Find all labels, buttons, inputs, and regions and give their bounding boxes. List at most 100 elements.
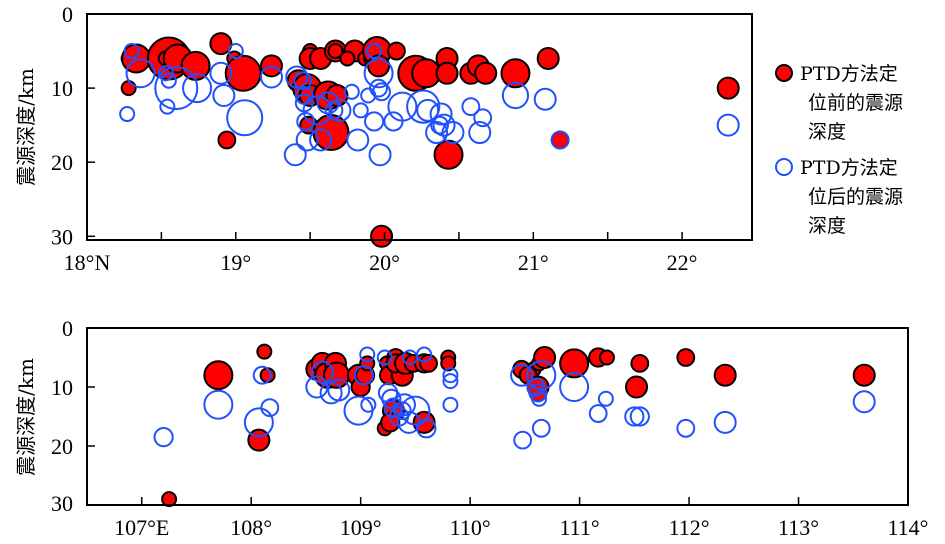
y-tick-label: 10 bbox=[51, 375, 73, 400]
y-tick-label: 20 bbox=[51, 434, 73, 459]
point-after-29 bbox=[366, 43, 383, 60]
point-after-18 bbox=[392, 393, 416, 417]
point-after-34 bbox=[513, 430, 533, 450]
legend-label-line: 深度 bbox=[808, 121, 846, 143]
plot-frame bbox=[86, 13, 753, 241]
point-before-0 bbox=[161, 491, 178, 508]
x-tick-label: 19° bbox=[220, 250, 251, 275]
x-tick-label: 109° bbox=[340, 515, 382, 540]
point-after-37 bbox=[406, 89, 441, 124]
point-before-32 bbox=[533, 346, 557, 369]
point-after-43 bbox=[432, 113, 456, 137]
point-after-15 bbox=[381, 388, 402, 409]
x-tick-label: 111° bbox=[560, 515, 600, 540]
point-after-44 bbox=[461, 97, 481, 117]
point-after-32 bbox=[531, 390, 548, 407]
point-after-4 bbox=[243, 407, 274, 438]
point-after-11 bbox=[360, 396, 377, 413]
point-after-47 bbox=[501, 81, 530, 110]
x-tick-label: 108° bbox=[230, 515, 272, 540]
x-tick-label: 110° bbox=[450, 515, 491, 540]
point-before-4 bbox=[247, 428, 271, 452]
legend-label-line: PTD方法定 bbox=[800, 157, 898, 179]
x-tick-label: 112° bbox=[669, 515, 710, 540]
points-layer bbox=[153, 343, 876, 508]
point-after-33 bbox=[364, 111, 385, 132]
point-after-31 bbox=[528, 383, 548, 403]
point-after-24 bbox=[283, 143, 307, 167]
x-tick-label: 114° bbox=[888, 515, 929, 540]
panel-longitude: 107°E 108° 109° 110° 111° 112° 113° 114° 0 10 20 30… bbox=[14, 316, 928, 540]
legend-label-line: 深度 bbox=[808, 215, 846, 237]
y-axis-title-text: 震源深度/km bbox=[14, 68, 38, 186]
point-after-27 bbox=[442, 396, 459, 413]
y-tick-label: 0 bbox=[62, 2, 73, 27]
point-before-39 bbox=[630, 354, 650, 373]
legend-item-after: PTD方法定 位后的震源 深度 bbox=[775, 157, 903, 237]
point-after-12 bbox=[259, 65, 283, 89]
point-after-41 bbox=[425, 121, 449, 145]
point-after-14 bbox=[293, 71, 313, 91]
point-after-28 bbox=[346, 128, 370, 152]
point-after-25 bbox=[343, 83, 360, 100]
point-after-38 bbox=[624, 406, 645, 427]
point-before-1 bbox=[203, 360, 234, 391]
point-after-6 bbox=[310, 360, 334, 384]
point-after-17 bbox=[302, 95, 333, 126]
y-axis-title-text: 震源深度/km bbox=[14, 358, 38, 476]
point-after-35 bbox=[559, 372, 590, 402]
point-after-29 bbox=[526, 360, 557, 391]
point-before-43 bbox=[217, 130, 237, 150]
point-after-40 bbox=[676, 418, 696, 438]
point-before-22 bbox=[327, 43, 344, 60]
point-before-35 bbox=[435, 61, 459, 85]
x-tick-label: 18°N bbox=[64, 250, 111, 275]
tick-layer: 18°N 19° 20° 21° 22° 0 10 20 30 bbox=[51, 2, 697, 275]
point-after-10 bbox=[212, 84, 236, 108]
legend-marker-before bbox=[775, 64, 793, 82]
point-before-2 bbox=[120, 80, 137, 97]
point-before-42 bbox=[713, 363, 737, 387]
y-tick-label: 20 bbox=[51, 150, 73, 175]
point-after-33 bbox=[531, 418, 551, 438]
point-after-13 bbox=[376, 349, 393, 366]
point-after-8 bbox=[209, 61, 233, 85]
point-before-30 bbox=[387, 41, 406, 61]
point-before-38 bbox=[474, 61, 498, 85]
point-after-35 bbox=[368, 143, 392, 167]
point-after-0 bbox=[123, 43, 140, 60]
y-axis-title: 震源深度/km bbox=[14, 68, 38, 186]
point-after-45 bbox=[473, 108, 493, 128]
point-before-44 bbox=[716, 76, 740, 100]
point-after-27 bbox=[352, 102, 369, 119]
tick-layer: 107°E 108° 109° 110° 111° 112° 113° 114° 0 10 20 30 bbox=[51, 316, 928, 540]
point-after-9 bbox=[343, 395, 374, 426]
point-after-3 bbox=[157, 65, 174, 82]
point-after-42 bbox=[852, 390, 876, 414]
point-before-3 bbox=[259, 367, 276, 384]
point-before-41 bbox=[676, 348, 696, 367]
legend-label-line: 位后的震源 bbox=[808, 186, 903, 208]
point-after-8 bbox=[327, 378, 351, 402]
point-after-20 bbox=[392, 401, 412, 421]
x-tick-label: 22° bbox=[667, 250, 698, 275]
x-tick-label: 107°E bbox=[114, 515, 169, 540]
point-before-7 bbox=[209, 32, 233, 56]
point-after-22 bbox=[416, 418, 437, 439]
plot-frame bbox=[86, 327, 909, 506]
point-after-24 bbox=[416, 346, 433, 363]
point-after-9 bbox=[227, 43, 244, 60]
point-after-37 bbox=[597, 390, 614, 407]
y-tick-label: 0 bbox=[62, 316, 73, 341]
y-tick-label: 10 bbox=[51, 76, 73, 101]
point-after-23 bbox=[309, 128, 333, 152]
point-after-32 bbox=[372, 82, 391, 102]
point-before-38 bbox=[598, 349, 615, 366]
panel-latitude: 18°N 19° 20° 21° 22° 0 10 20 30 震源深度/km bbox=[14, 2, 753, 275]
point-after-10 bbox=[353, 365, 375, 386]
point-after-36 bbox=[387, 91, 418, 122]
point-after-20 bbox=[328, 98, 352, 122]
point-after-50 bbox=[716, 113, 740, 137]
point-after-36 bbox=[588, 404, 608, 423]
y-tick-label: 30 bbox=[51, 491, 73, 516]
